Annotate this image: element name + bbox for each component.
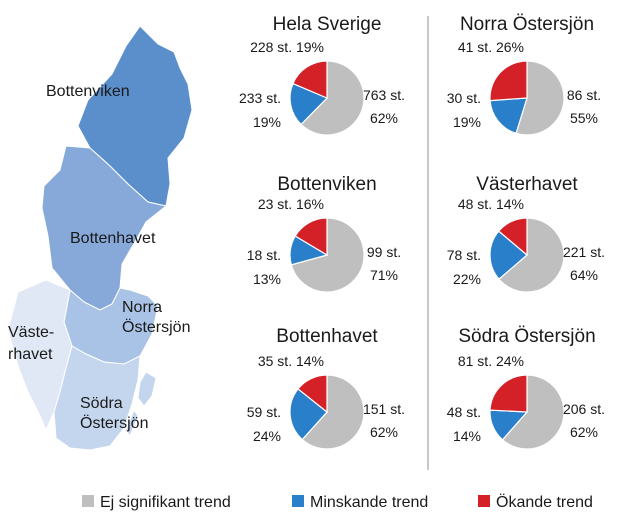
pie-slice-minskande [489, 97, 528, 135]
pie-charts: Hela Sverige 228 st. 19% 233 st. 19% 763 st.… [239, 14, 605, 450]
pie-title: Hela Sverige [273, 14, 382, 35]
pie-slice-okande [297, 374, 328, 414]
map-island-gotland [137, 371, 157, 407]
legend: Ej signifikant trend Minskande trend Ökand… [82, 493, 593, 511]
pie-label-ej-count: 151 st. [363, 401, 405, 417]
map-label-sodra-ostersjon: Södra Östersjön [80, 395, 148, 432]
pie-slice-okande [489, 60, 528, 102]
pie-label-minskande-percent: 19% [453, 114, 481, 130]
pie-slice-ej-signifikant [498, 217, 565, 293]
legend-label: Ökande trend [496, 493, 593, 511]
legend-item: Ökande trend [478, 493, 593, 511]
map-island-oland [125, 408, 139, 438]
pie-label-ej-percent: 71% [370, 267, 398, 283]
legend-label: Minskande trend [310, 494, 428, 511]
pie-label-ej-count: 221 st. [563, 244, 605, 260]
pie-slice-ej-signifikant [300, 60, 365, 136]
pie-label-okande: 48 st. 14% [458, 196, 524, 212]
pie-title: Västerhavet [476, 174, 578, 195]
pie-label-minskande-count: 30 st. [447, 90, 481, 106]
pie-label-ej-percent: 62% [570, 424, 598, 440]
pie-title: Bottenviken [277, 174, 376, 195]
legend-item: Minskande trend [292, 494, 428, 511]
pie-slice-ej-signifikant [515, 60, 565, 136]
pie-title: Södra Östersjön [458, 326, 595, 347]
pie-label-ej-count: 86 st. [567, 87, 601, 103]
pie-label-ej-percent: 55% [570, 110, 598, 126]
map-label-vasterhavet: Väste-rhavet [8, 324, 54, 363]
legend-label: Ej signifikant trend [100, 494, 231, 511]
pie-0: Hela Sverige 228 st. 19% 233 st. 19% 763 st.… [239, 14, 405, 136]
pie-label-minskande-percent: 14% [453, 428, 481, 444]
pie-label-ej-percent: 62% [370, 424, 398, 440]
map-label-norra-ostersjon: Norra Östersjön [122, 299, 190, 336]
pie-label-ej-count: 206 st. [563, 401, 605, 417]
pie-label-minskande-count: 18 st. [247, 247, 281, 263]
pie-label-minskande-count: 59 st. [247, 404, 281, 420]
legend-swatch [82, 495, 94, 507]
pie-label-okande: 35 st. 14% [258, 353, 324, 369]
pie-slice-minskande [489, 230, 528, 280]
pie-label-minskande-count: 233 st. [239, 90, 281, 106]
pie-label-okande: 81 st. 24% [458, 353, 524, 369]
legend-swatch [292, 495, 304, 507]
map-label-bottenhavet: Bottenhavet [70, 230, 156, 247]
pie-label-ej-count: 99 st. [367, 244, 401, 260]
pie-label-minskande-percent: 24% [253, 428, 281, 444]
pie-slice-minskande [289, 388, 328, 441]
pie-label-okande: 41 st. 26% [458, 39, 524, 55]
map-region-sodra-ostersjon [53, 345, 141, 451]
pie-slice-minskande [289, 82, 329, 126]
pie-slice-ej-signifikant [501, 374, 565, 450]
pie-slice-okande [294, 217, 328, 257]
pie-label-okande: 23 st. 16% [258, 196, 324, 212]
pie-label-ej-percent: 62% [370, 110, 398, 126]
legend-item: Ej signifikant trend [82, 494, 231, 511]
legend-swatch [478, 495, 490, 507]
pie-label-minskande-percent: 19% [253, 114, 281, 130]
map-label-bottenviken: Bottenviken [46, 83, 130, 100]
pie-5: Södra Östersjön 81 st. 24% 48 st. 14% 206 st… [447, 326, 605, 450]
sweden-map: Bottenviken Bottenhavet Norra Östersjön V… [7, 25, 193, 451]
pie-label-ej-count: 763 st. [363, 87, 405, 103]
pie-label-ej-percent: 64% [570, 267, 598, 283]
pie-title: Bottenhavet [276, 326, 378, 347]
pie-label-minskande-percent: 13% [253, 271, 281, 287]
pie-slice-ej-signifikant [301, 374, 365, 450]
pie-slice-okande [489, 374, 528, 413]
pie-4: Bottenhavet 35 st. 14% 59 st. 24% 151 st. 62% [247, 326, 405, 450]
pie-label-minskande-count: 78 st. [447, 247, 481, 263]
pie-label-minskande-count: 48 st. [447, 404, 481, 420]
pie-1: Norra Östersjön 41 st. 26% 30 st. 19% 86 st.… [447, 14, 601, 136]
pie-title: Norra Östersjön [460, 14, 594, 35]
pie-slice-okande [292, 60, 328, 99]
pie-label-minskande-percent: 22% [453, 271, 481, 287]
pie-slice-okande [497, 217, 528, 257]
pie-label-okande: 228 st. 19% [250, 39, 324, 55]
